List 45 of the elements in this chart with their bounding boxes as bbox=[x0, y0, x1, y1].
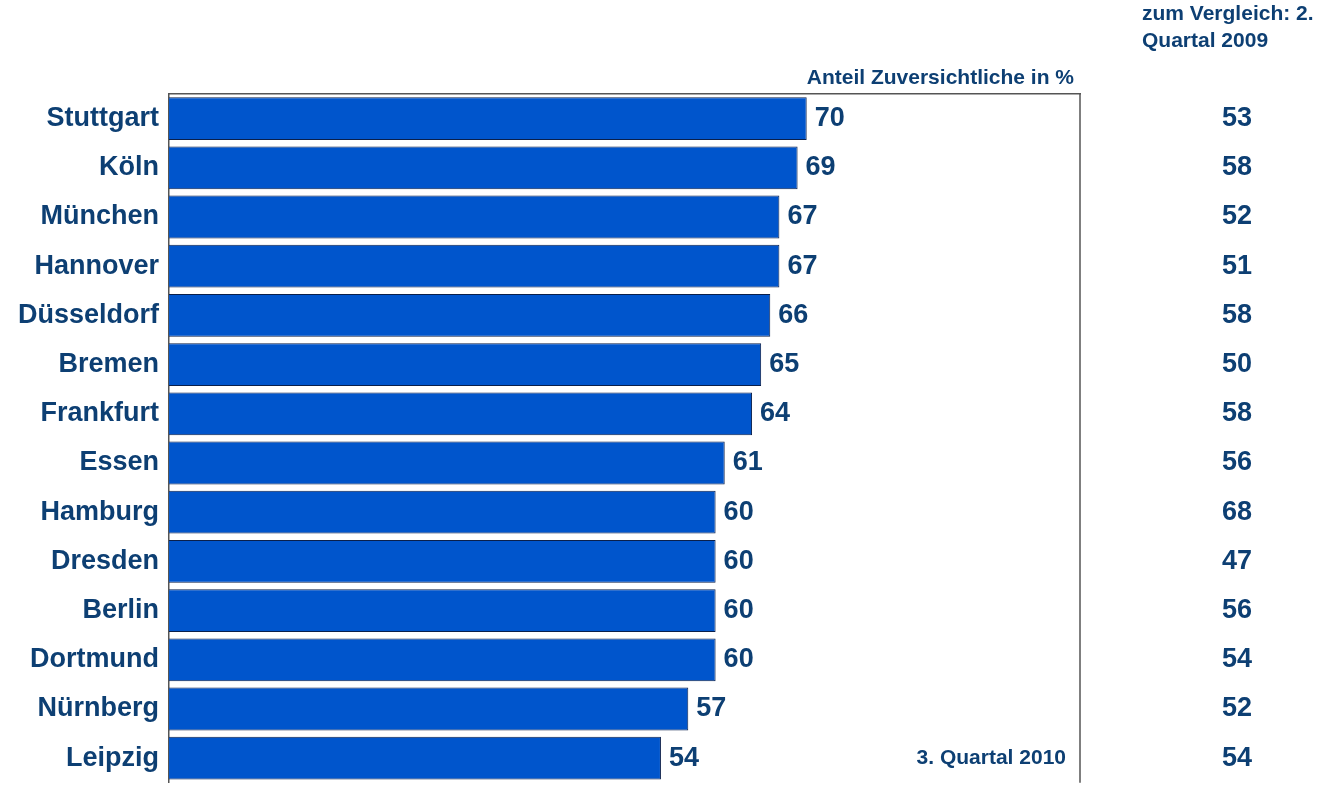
text: 51 bbox=[1221, 249, 1253, 280]
data-label: 69 bbox=[805, 151, 836, 182]
y-tick-label: Hannover bbox=[34, 249, 160, 280]
y-tick-label: Bremen bbox=[58, 348, 160, 379]
data-label: 64 bbox=[760, 397, 791, 428]
y-tick-label: Frankfurt bbox=[40, 397, 160, 428]
text: 52 bbox=[1221, 692, 1253, 723]
text: 56 bbox=[1221, 446, 1253, 477]
data-label: 70 bbox=[814, 102, 845, 133]
data-label: 67 bbox=[787, 249, 818, 280]
y-tick-label: Stuttgart bbox=[46, 102, 160, 133]
y-tick-label: Hamburg bbox=[40, 495, 160, 526]
y-tick-label: Nürnberg bbox=[37, 692, 160, 723]
y-tick-label: Essen bbox=[79, 446, 160, 477]
text: 56 bbox=[1221, 594, 1253, 625]
y-tick-label: Düsseldorf bbox=[17, 298, 161, 329]
y-tick-label: Berlin bbox=[82, 594, 160, 625]
y-tick-label: Dresden bbox=[50, 544, 160, 575]
data-label: 57 bbox=[696, 692, 727, 723]
data-label: 67 bbox=[787, 200, 818, 231]
text: 53 bbox=[1221, 102, 1253, 133]
data-label: 60 bbox=[723, 594, 754, 625]
text: 58 bbox=[1221, 151, 1253, 182]
data-label: 60 bbox=[723, 544, 754, 575]
text: 68 bbox=[1221, 495, 1253, 526]
data-label: 60 bbox=[723, 643, 754, 674]
data-label: 54 bbox=[668, 741, 699, 772]
y-tick-label: Leipzig bbox=[66, 741, 160, 772]
text: 54 bbox=[1221, 643, 1253, 674]
data-label: 66 bbox=[778, 298, 809, 329]
text: 50 bbox=[1221, 348, 1253, 379]
y-tick-label: München bbox=[40, 200, 160, 231]
text: 58 bbox=[1221, 397, 1253, 428]
y-tick-label: Dortmund bbox=[30, 643, 160, 674]
annotation: 3. Quartal 2010 bbox=[916, 745, 1066, 768]
x-axis-title: Anteil Zuversichtliche in % bbox=[806, 65, 1075, 88]
data-label: 65 bbox=[769, 348, 800, 379]
text: 58 bbox=[1221, 298, 1253, 329]
text: 52 bbox=[1221, 200, 1253, 231]
text: 54 bbox=[1221, 741, 1253, 772]
data-label: 60 bbox=[723, 495, 754, 526]
y-tick-label: Köln bbox=[99, 151, 160, 182]
text: zum Vergleich: 2. Quartal 2009 bbox=[1142, 1, 1314, 51]
data-label: 61 bbox=[732, 446, 763, 477]
text: 47 bbox=[1221, 544, 1253, 575]
